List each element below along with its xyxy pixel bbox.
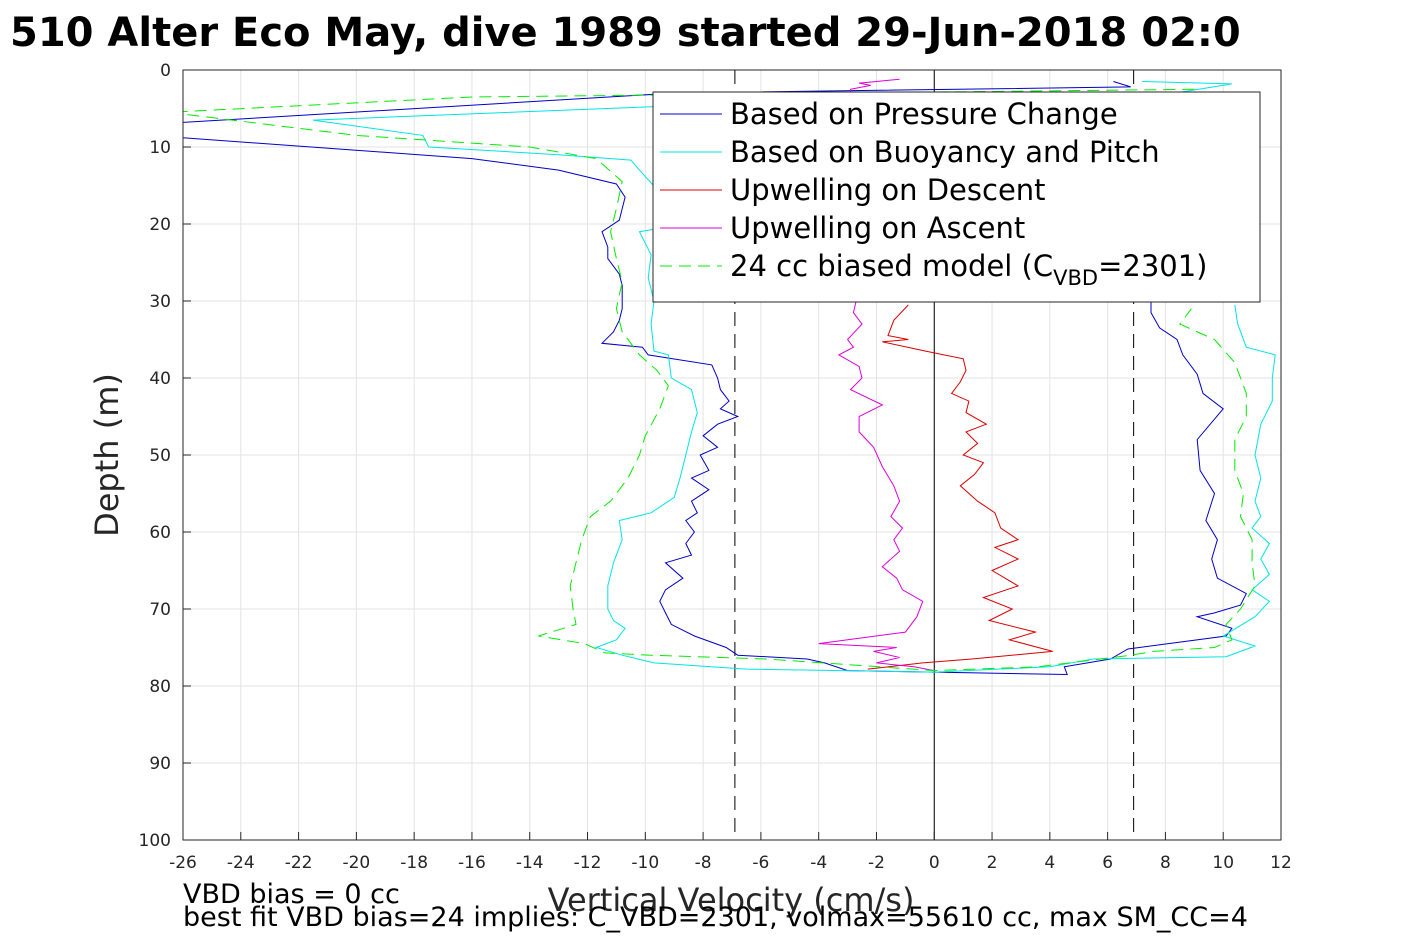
y-tick-label: 80 (149, 677, 171, 697)
legend-label: Based on Pressure Change (730, 97, 1118, 131)
legend-box (652, 91, 1261, 303)
legend-label-text: Based on Buoyancy and Pitch (730, 135, 1160, 169)
legend: Based on Pressure Change Based on Buoyanc… (652, 91, 1261, 303)
x-tick-label: -4 (810, 853, 827, 873)
y-tick-label: 70 (149, 600, 171, 620)
x-tick-label: -22 (285, 853, 313, 873)
x-tick-label: -14 (516, 853, 544, 873)
series-line-1 (183, 81, 1247, 676)
x-tick-label: -10 (631, 853, 659, 873)
annotation-best-fit: best fit VBD bias=24 implies: C_VBD=2301… (183, 902, 1248, 933)
x-tick-label: -16 (458, 853, 486, 873)
axis-ticks: -26 -24 -22 -20 -18 -16 -14 -12 -10 -8 -6 -4 -2 0 2 4 6 8… (139, 61, 1292, 873)
legend-subscript: VBD (1053, 266, 1098, 290)
x-tick-label: 0 (929, 853, 940, 873)
series-line-3 (867, 304, 1053, 670)
x-axis-label: Vertical Velocity (cm/s) (548, 881, 915, 919)
y-tick-label: 40 (149, 369, 171, 389)
x-tick-label: -2 (868, 853, 885, 873)
y-tick-label: 10 (149, 138, 171, 158)
x-tick-label: -6 (752, 853, 769, 873)
legend-suffix: =2301) (1098, 249, 1207, 283)
annotation-vbd-bias: VBD bias = 0 cc (183, 879, 400, 910)
y-tick-label: 0 (160, 61, 171, 81)
legend-label: 24 cc biased model (CVBD=2301) (730, 249, 1208, 290)
x-tick-label: 2 (987, 853, 998, 873)
x-tick-label: -18 (400, 853, 428, 873)
legend-label-text: Upwelling on Ascent (730, 211, 1025, 245)
x-tick-label: -26 (169, 853, 197, 873)
series-line-4 (818, 78, 935, 672)
x-tick-label: 8 (1160, 853, 1171, 873)
x-tick-label: 6 (1102, 853, 1113, 873)
y-tick-label: 30 (149, 292, 171, 312)
y-tick-label: 100 (139, 831, 171, 851)
x-tick-label: 10 (1212, 853, 1234, 873)
legend-label: Based on Buoyancy and Pitch (730, 135, 1160, 169)
y-tick-label: 20 (149, 215, 171, 235)
y-axis-label: Depth (m) (88, 373, 126, 537)
x-tick-label: -8 (695, 853, 712, 873)
x-tick-label: -12 (574, 853, 602, 873)
legend-label: Upwelling on Descent (730, 173, 1046, 207)
x-tick-label: 4 (1044, 853, 1055, 873)
series-line-5 (183, 88, 1256, 672)
x-tick-label: 12 (1270, 853, 1292, 873)
y-tick-label: 50 (149, 446, 171, 466)
chart-title: 510 Alter Eco May, dive 1989 started 29-… (10, 10, 1241, 56)
y-tick-label: 90 (149, 754, 171, 774)
legend-label-text: 24 cc biased model (C (730, 249, 1053, 283)
x-tick-label: -20 (342, 853, 370, 873)
x-tick-label: -24 (227, 853, 255, 873)
legend-label-text: Upwelling on Descent (730, 173, 1046, 207)
y-tick-label: 60 (149, 523, 171, 543)
legend-label-text: Based on Pressure Change (730, 97, 1118, 131)
series-group (183, 78, 1276, 676)
legend-label: Upwelling on Ascent (730, 211, 1025, 245)
